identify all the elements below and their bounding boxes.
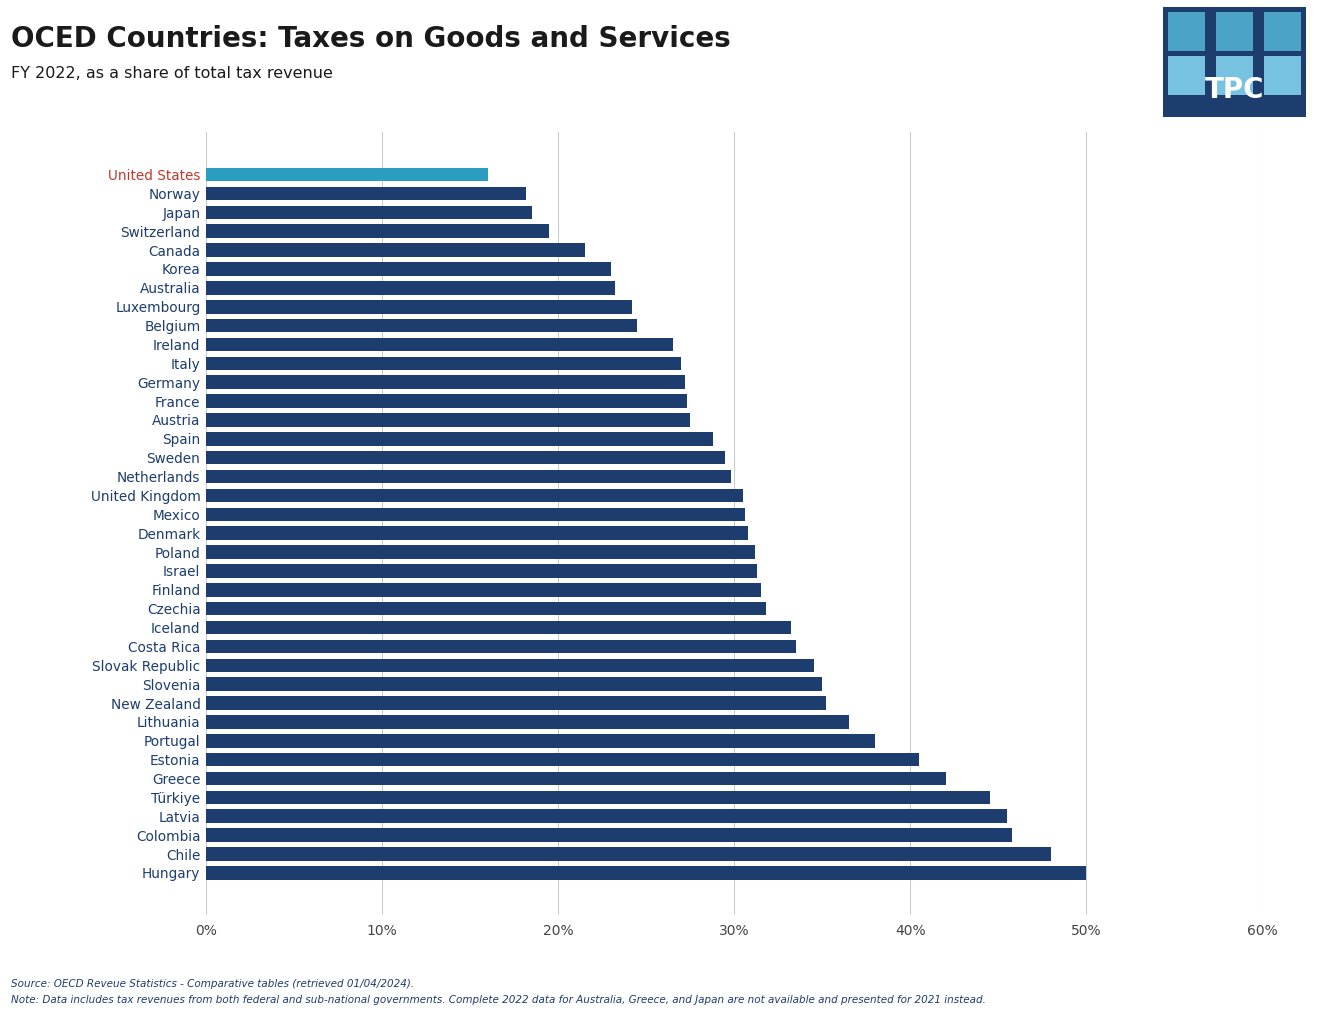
Bar: [206, 697, 825, 710]
Bar: [206, 413, 690, 427]
Bar: [206, 318, 638, 333]
Bar: [206, 866, 1087, 880]
Bar: [206, 677, 823, 691]
Bar: [206, 564, 758, 578]
Bar: [206, 790, 990, 804]
Text: Note: Data includes tax revenues from both federal and sub-national governments.: Note: Data includes tax revenues from bo…: [11, 995, 986, 1005]
Bar: [206, 205, 532, 219]
Bar: [206, 659, 813, 672]
Bar: [206, 545, 755, 559]
Bar: [206, 715, 849, 729]
Bar: [206, 583, 760, 597]
Bar: [206, 488, 743, 502]
Bar: [206, 527, 748, 540]
Bar: [206, 395, 687, 408]
Bar: [206, 602, 766, 615]
Bar: [206, 262, 611, 276]
Bar: [206, 357, 682, 370]
Bar: [206, 620, 791, 635]
Bar: [206, 470, 731, 483]
Text: Source: OECD Reveue Statistics - Comparative tables (retrieved 01/04/2024).: Source: OECD Reveue Statistics - Compara…: [11, 978, 413, 989]
Bar: [206, 300, 633, 313]
Bar: [206, 451, 726, 465]
Bar: [206, 432, 714, 445]
Bar: [206, 507, 744, 521]
Bar: [206, 847, 1051, 860]
Bar: [206, 772, 946, 785]
Bar: [206, 375, 684, 388]
Text: OCED Countries: Taxes on Goods and Services: OCED Countries: Taxes on Goods and Servi…: [11, 25, 731, 54]
Text: FY 2022, as a share of total tax revenue: FY 2022, as a share of total tax revenue: [11, 66, 332, 81]
Text: TPC: TPC: [1205, 76, 1264, 104]
Bar: [206, 338, 672, 351]
Bar: [206, 640, 796, 653]
Bar: [206, 753, 920, 767]
Bar: [206, 225, 549, 238]
Bar: [206, 187, 526, 200]
Bar: [206, 281, 614, 295]
Bar: [206, 829, 1013, 842]
Bar: [206, 168, 488, 181]
Bar: [206, 243, 585, 257]
Bar: [206, 810, 1007, 823]
Bar: [206, 734, 876, 747]
